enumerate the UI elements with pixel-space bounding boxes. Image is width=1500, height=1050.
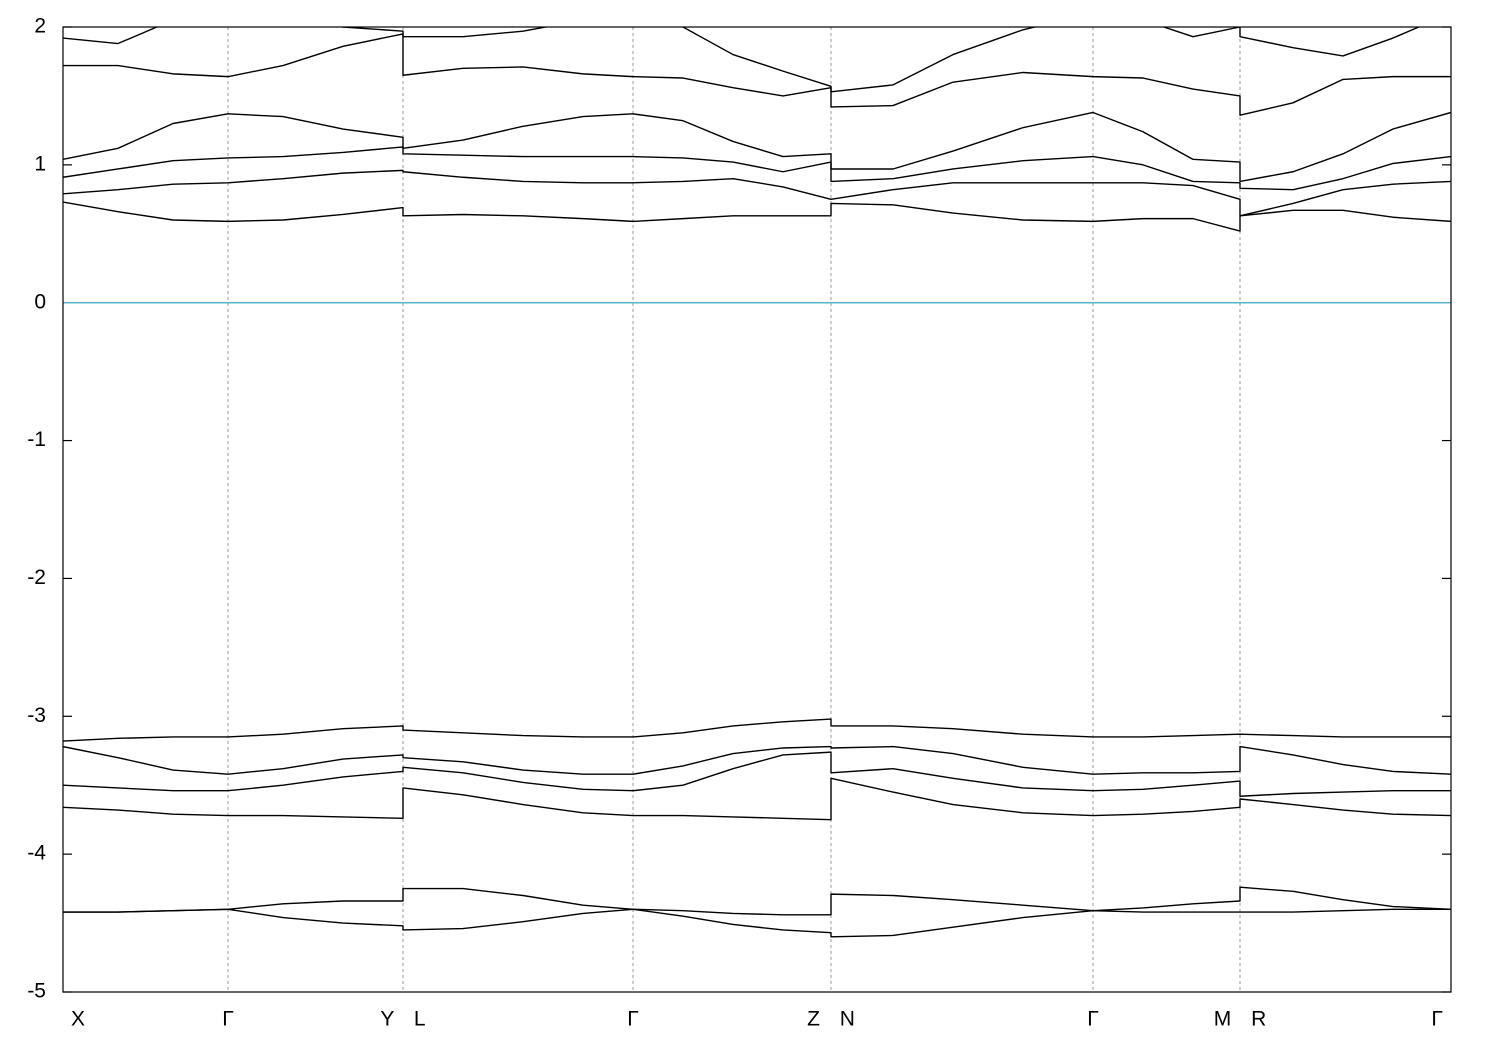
y-tick-label: 0 [34, 290, 46, 313]
band-line [63, 111, 1451, 183]
x-tick-label: Γ [1431, 1008, 1443, 1031]
x-tick-label: Γ [222, 1008, 234, 1031]
band-line [63, 146, 1451, 191]
y-tick-label: -3 [27, 704, 46, 727]
band-line [63, 777, 1451, 821]
band-line [63, 33, 1451, 116]
x-tick-label: Γ [627, 1008, 639, 1031]
band-line [63, 908, 1451, 938]
x-tick-label: Γ [1087, 1008, 1099, 1031]
y-tick-label: -5 [27, 980, 46, 1003]
y-tick-label: -2 [27, 566, 46, 589]
band-line [63, 718, 1451, 742]
x-tick-label: Y L [380, 1008, 425, 1031]
x-tick-label: Z N [807, 1008, 855, 1031]
band-line [63, 751, 1451, 797]
x-tick-label: M R [1214, 1008, 1267, 1031]
plot-frame [62, 26, 1452, 993]
x-tick-label: X [71, 1008, 85, 1031]
band-line [63, 201, 1451, 232]
grid-layer [63, 26, 1451, 993]
labels: -5 -4 -3 -2 -1 0 1 2 X Γ Y L Γ Z N Γ M R Γ [27, 15, 1443, 1031]
y-tick-label: 1 [34, 152, 46, 175]
band-line [63, 745, 1451, 775]
plot-area [63, 27, 1451, 938]
band-line [63, 169, 1451, 217]
band-line [63, 886, 1451, 916]
band-line [63, 27, 1421, 93]
y-tick-label: 2 [34, 15, 46, 38]
y-tick-label: -4 [27, 842, 46, 865]
y-tick-label: -1 [27, 428, 46, 451]
